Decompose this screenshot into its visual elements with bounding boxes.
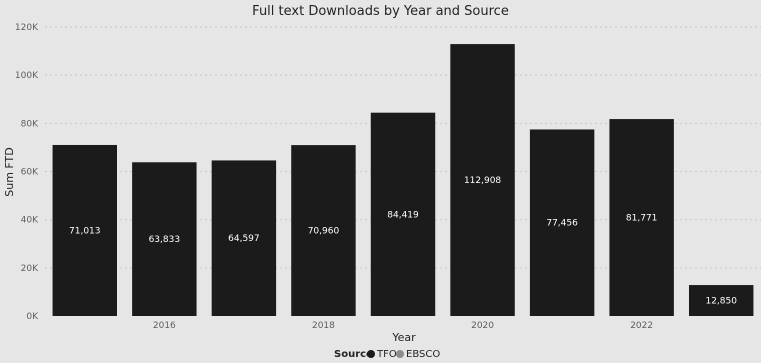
y-axis-title: Sum FTD <box>3 147 16 197</box>
bar-label-2017: 64,597 <box>228 234 260 244</box>
bar-2017[interactable] <box>211 160 277 316</box>
legend: Source TFO EBSCO <box>334 349 440 360</box>
y-axis-ticks: 0K 20K 40K 60K 80K 100K 120K <box>15 23 39 322</box>
x-axis-title: Year <box>391 331 416 344</box>
legend-label-ebsco[interactable]: EBSCO <box>406 349 440 360</box>
bar-label-2021: 77,456 <box>546 219 578 229</box>
bar-2018[interactable] <box>291 145 356 316</box>
bar-label-2019: 84,419 <box>387 210 419 220</box>
bar-2019[interactable] <box>370 112 436 316</box>
y-tick-label: 40K <box>21 216 39 226</box>
y-tick-label: 120K <box>15 23 39 33</box>
bar-label-2023: 12,850 <box>705 297 737 307</box>
bar-label-2016: 63,833 <box>149 235 181 245</box>
bar-2022[interactable] <box>609 119 674 316</box>
x-tick-label: 2020 <box>471 321 494 331</box>
bar-label-2018: 70,960 <box>308 227 340 237</box>
legend-marker-ebsco[interactable] <box>396 350 404 358</box>
x-axis-ticks: 2016 2018 2020 2022 <box>153 321 653 331</box>
x-tick-label: 2016 <box>153 321 176 331</box>
bar-2021[interactable] <box>529 129 595 316</box>
bar-label-2020: 112,908 <box>464 176 501 186</box>
legend-label-tfo[interactable]: TFO <box>376 349 397 360</box>
y-tick-label: 0K <box>26 312 39 322</box>
bars[interactable] <box>52 44 754 317</box>
bar-2016[interactable] <box>132 162 197 316</box>
bar-2023[interactable] <box>689 285 754 316</box>
x-tick-label: 2018 <box>312 321 335 331</box>
bar-label-2022: 81,771 <box>626 214 658 224</box>
y-tick-label: 100K <box>15 71 39 81</box>
bar-2020[interactable] <box>450 44 515 317</box>
bar-2015[interactable] <box>52 144 117 316</box>
y-tick-label: 80K <box>21 119 39 129</box>
y-tick-label: 20K <box>21 264 39 274</box>
legend-title: Source <box>334 349 373 360</box>
bar-label-2015: 71,013 <box>69 226 101 236</box>
chart-title: Full text Downloads by Year and Source <box>252 4 509 19</box>
data-labels: 71,013 63,833 64,597 70,960 84,419 112,908 77,… <box>69 176 737 306</box>
y-tick-label: 60K <box>21 168 39 178</box>
x-tick-label: 2022 <box>630 321 653 331</box>
legend-marker-tfo[interactable] <box>367 350 375 358</box>
